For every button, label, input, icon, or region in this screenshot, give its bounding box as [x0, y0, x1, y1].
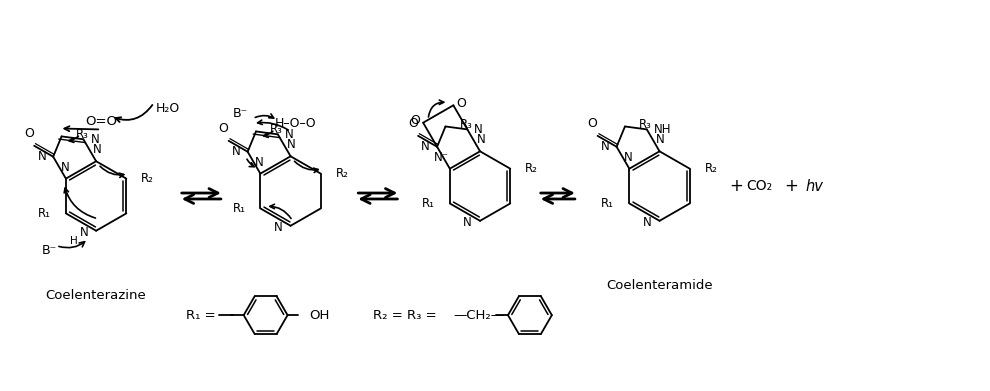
Text: N: N — [476, 133, 485, 146]
Text: N: N — [463, 216, 472, 229]
Text: O: O — [456, 97, 466, 110]
Text: R₃: R₃ — [639, 118, 651, 131]
Text: R₃: R₃ — [75, 128, 88, 141]
Text: R₁: R₁ — [38, 207, 50, 220]
Text: B⁻: B⁻ — [233, 107, 248, 120]
Text: H–O–O: H–O–O — [275, 117, 317, 130]
Text: N: N — [474, 123, 483, 136]
Text: NH: NH — [653, 123, 671, 136]
Text: N: N — [422, 140, 430, 153]
Text: N: N — [287, 138, 296, 151]
Text: O: O — [410, 114, 420, 127]
Text: N: N — [285, 128, 294, 141]
Text: O: O — [25, 127, 34, 140]
Text: N: N — [601, 140, 610, 153]
Text: O=O: O=O — [85, 115, 117, 128]
Text: N⁻: N⁻ — [435, 151, 449, 164]
Text: N: N — [274, 221, 282, 234]
Text: O: O — [408, 117, 418, 130]
Text: +: + — [730, 177, 743, 195]
Text: N: N — [93, 143, 102, 156]
Text: R₃: R₃ — [270, 123, 283, 136]
Text: R₂: R₂ — [142, 172, 154, 185]
Text: N: N — [232, 145, 241, 158]
Text: N: N — [643, 216, 651, 229]
Text: N: N — [90, 133, 99, 146]
Text: R₂: R₂ — [526, 162, 539, 175]
Text: —CH₂—: —CH₂— — [453, 308, 504, 322]
Text: hv: hv — [805, 179, 823, 194]
Text: O: O — [588, 117, 598, 130]
Text: H: H — [70, 236, 78, 246]
Text: R₁: R₁ — [422, 197, 435, 210]
Text: O: O — [219, 122, 229, 135]
Text: R₁: R₁ — [601, 197, 615, 210]
Text: N: N — [624, 151, 633, 164]
Text: R₃: R₃ — [459, 118, 472, 131]
Text: R₂: R₂ — [336, 167, 348, 180]
Text: N: N — [255, 156, 263, 169]
Text: R₁ =: R₁ = — [186, 308, 216, 322]
Text: R₂: R₂ — [705, 162, 718, 175]
Text: +: + — [784, 177, 798, 195]
Text: CO₂: CO₂ — [746, 179, 772, 193]
Text: Coelenterazine: Coelenterazine — [46, 289, 147, 302]
Text: R₂ = R₃ =: R₂ = R₃ = — [373, 308, 437, 322]
Text: R₁: R₁ — [233, 202, 246, 215]
Text: N: N — [60, 161, 69, 174]
Text: Coelenteramide: Coelenteramide — [606, 279, 713, 292]
Text: N: N — [79, 226, 88, 239]
Text: H₂O: H₂O — [156, 102, 180, 115]
Text: N: N — [38, 150, 47, 163]
Text: OH: OH — [310, 308, 330, 322]
Text: B⁻: B⁻ — [42, 244, 56, 257]
Text: N: N — [656, 133, 665, 146]
